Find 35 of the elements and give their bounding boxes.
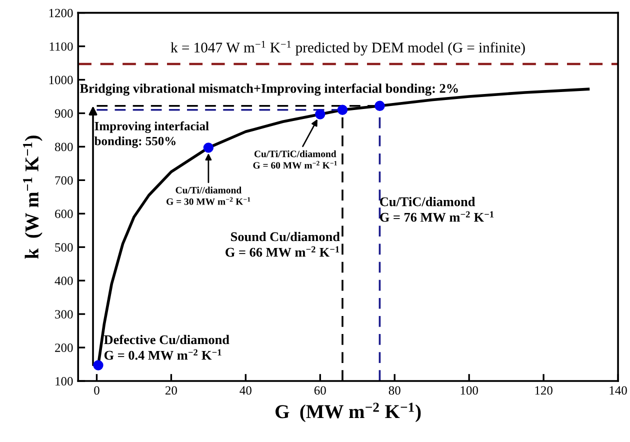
- y-axis-title: k (W m$^{−1}$ K$^{−1}$): [23, 136, 42, 259]
- y-tick-label: 400: [54, 276, 73, 286]
- x-tick-label: 140: [610, 386, 627, 395]
- point: [203, 142, 214, 153]
- y-tick-label: 300: [55, 310, 73, 319]
- x-tick-label: 80: [388, 386, 400, 395]
- annotation: Improving interfacial bonding: 550%: [94, 121, 209, 148]
- annotation: Sound Cu/diamond G = 66 MW m$^{−2}$ K$^{−1}$: [226, 232, 340, 257]
- x-axis-title: G (MW m$^{−2}$ K$^{−1}$): [276, 402, 421, 422]
- y-tick-label: 700: [55, 176, 73, 185]
- annotation: Defective Cu/diamond G = 0.4 MW m$^{−2}$ K$^{−1}$: [104, 334, 230, 360]
- annotation: Cu/TiC/diamond G = 76 MW m$^{−2}$ K$^{−1}$: [380, 196, 494, 222]
- point: [337, 104, 348, 115]
- point: [315, 109, 326, 120]
- x-tick-label: 60: [314, 386, 326, 395]
- point: [93, 360, 104, 370]
- y-tick-label: 1100: [50, 42, 73, 51]
- annotation: Bridging vibrational mismatch+Improving interfacial bonding: 2%: [80, 83, 458, 96]
- annotation: Cu/Ti/TiC/diamond G = 60 MW m$^{−2}$ K$^{−1}$: [253, 150, 337, 169]
- x-tick-label: 20: [166, 386, 177, 395]
- annotation: Cu/Ti//diamond G = 30 MW m$^{−2}$ K$^{−1}$: [166, 186, 250, 205]
- point: [374, 100, 385, 111]
- x-tick-label: 100: [460, 386, 478, 395]
- y-tick-label: 1200: [49, 8, 73, 18]
- x-tick-label: 120: [535, 386, 552, 395]
- y-tick-label: 500: [55, 243, 73, 252]
- ref-line-label: k = 1047 W m$^{−1}$ K$^{−1}$ predicted by DEM model (G = infinite): [170, 40, 525, 56]
- y-tick-label: 800: [54, 142, 73, 152]
- y-tick-label: 1000: [49, 76, 73, 84]
- y-tick-label: 600: [55, 210, 73, 218]
- y-tick-label: 200: [55, 344, 73, 352]
- x-tick-label: 0: [94, 386, 100, 395]
- y-tick-label: 100: [56, 377, 73, 386]
- y-tick-label: 900: [54, 109, 73, 118]
- x-tick-label: 40: [240, 386, 252, 395]
